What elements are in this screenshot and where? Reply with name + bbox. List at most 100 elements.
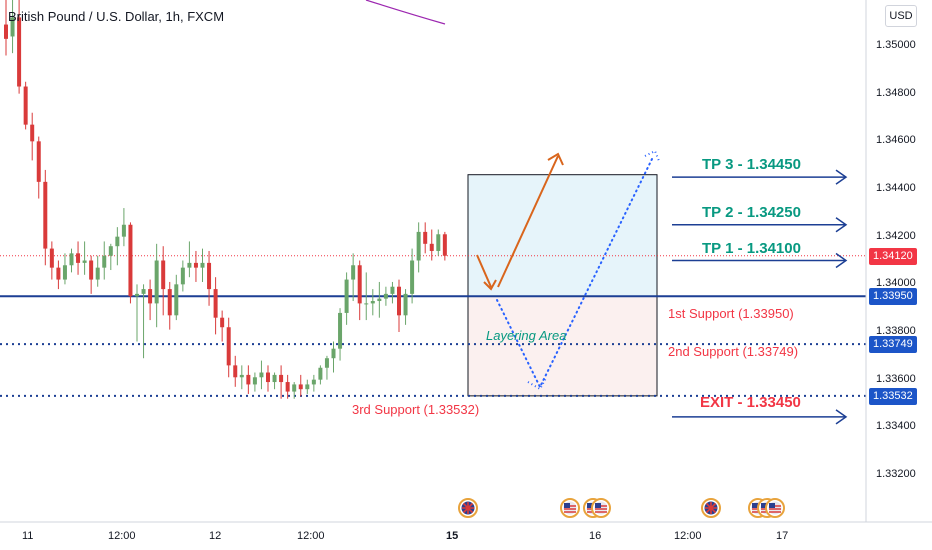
candle xyxy=(311,374,316,392)
price-tick-label: 1.33800 xyxy=(876,325,916,337)
price-tick-label: 1.34600 xyxy=(876,134,916,147)
candle xyxy=(292,382,297,399)
candle-body xyxy=(305,384,310,390)
price-tick-label: 1.33400 xyxy=(876,420,916,433)
price-badge-blue: 1.33950 xyxy=(869,288,917,306)
candle-body xyxy=(403,293,408,316)
candle-body xyxy=(36,141,41,182)
candle-body xyxy=(108,246,113,256)
time-tick-label: 16 xyxy=(589,530,602,542)
candle-body xyxy=(193,262,198,268)
candle xyxy=(370,289,375,316)
candle xyxy=(403,289,408,325)
candle-body xyxy=(383,293,388,299)
candle-body xyxy=(76,253,81,263)
time-tick-label: 12:00 xyxy=(674,530,702,542)
candle-body xyxy=(436,234,441,251)
price-tick-label: 1.34000 xyxy=(876,277,916,290)
candle xyxy=(148,279,153,321)
moving-average-line xyxy=(365,0,446,25)
candle-body xyxy=(266,372,270,383)
price-tick-label: 1.34800 xyxy=(876,86,916,99)
candle-body xyxy=(115,236,120,247)
candle-body xyxy=(226,327,231,366)
candle xyxy=(364,272,369,321)
candle xyxy=(17,0,22,94)
candle xyxy=(233,355,238,387)
candle xyxy=(102,241,107,280)
price-badge-blue: 1.33532 xyxy=(869,387,917,405)
candle xyxy=(338,308,343,361)
candle-body xyxy=(62,265,67,280)
currency-button[interactable]: USD xyxy=(885,5,917,27)
candle xyxy=(161,246,166,316)
candle-body xyxy=(397,286,401,316)
us-flag-icon[interactable] xyxy=(560,498,580,518)
candle-body xyxy=(331,348,336,359)
candle-body xyxy=(318,367,323,380)
candle-body xyxy=(324,358,329,368)
tp2-label: TP 2 - 1.34250 xyxy=(702,204,801,221)
candle-body xyxy=(43,181,48,249)
candle xyxy=(49,241,54,280)
candle xyxy=(377,281,382,318)
candle-body xyxy=(410,260,415,294)
bullish-forecast-line xyxy=(497,155,559,288)
candle-body xyxy=(259,372,264,378)
candle-body xyxy=(292,384,297,392)
candle xyxy=(324,355,329,380)
price-tick-label: 1.34400 xyxy=(876,182,916,194)
candle-body xyxy=(338,312,343,349)
candle-body xyxy=(390,286,395,294)
support1-label: 1st Support (1.33950) xyxy=(668,306,794,321)
candle xyxy=(10,0,15,54)
candle-body xyxy=(233,365,238,378)
uk-flag-icon[interactable] xyxy=(458,498,478,518)
candle xyxy=(357,260,362,321)
candle-body xyxy=(213,289,218,318)
candle-body xyxy=(17,17,22,87)
candle xyxy=(36,136,41,199)
tp3-arrow-head xyxy=(835,169,848,185)
candle xyxy=(89,255,94,294)
candle xyxy=(266,365,270,392)
price-badge-blue: 1.33749 xyxy=(869,336,917,354)
candle-body xyxy=(82,260,87,263)
candle-body xyxy=(121,224,126,237)
candle xyxy=(298,374,303,397)
support2-label: 2nd Support (1.33749) xyxy=(668,344,799,359)
candle-body xyxy=(429,243,434,251)
uk-flag-icon[interactable] xyxy=(701,498,721,518)
us-flag-icon[interactable] xyxy=(591,498,611,518)
candle xyxy=(180,260,185,292)
candle-body xyxy=(10,17,15,37)
candle-body xyxy=(442,234,447,256)
candle xyxy=(226,317,231,378)
candle-body xyxy=(344,279,349,313)
candle xyxy=(121,208,126,247)
candle-body xyxy=(187,262,192,268)
candle-body xyxy=(279,374,284,383)
candle-body xyxy=(377,298,382,302)
candle xyxy=(318,365,323,385)
candle-body xyxy=(174,284,179,316)
candle xyxy=(305,379,310,394)
time-tick-label: 15 xyxy=(446,530,459,542)
candle-body xyxy=(95,267,100,280)
time-tick-label: 12:00 xyxy=(297,530,325,542)
candle-body xyxy=(207,262,212,290)
candle xyxy=(239,365,244,390)
candle xyxy=(62,253,67,285)
candle-body xyxy=(128,224,133,297)
price-tick-label: 1.34200 xyxy=(876,229,916,242)
time-tick-label: 11 xyxy=(22,530,34,542)
candle-body xyxy=(4,24,8,39)
candle xyxy=(56,260,61,290)
us-flag-icon[interactable] xyxy=(765,498,785,518)
candle xyxy=(135,284,139,342)
candle xyxy=(252,372,257,392)
layering-zone xyxy=(468,296,657,396)
exit-arrow-head xyxy=(835,409,848,425)
candle xyxy=(141,284,146,359)
